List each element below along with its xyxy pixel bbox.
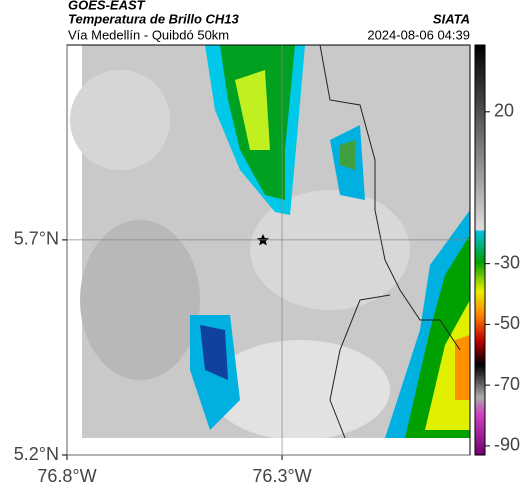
imagery (70, 44, 470, 455)
colorbar-label: -70 (494, 374, 520, 394)
colorbar-label: -90 (494, 435, 520, 455)
y-tick-label: 5.2°N (14, 444, 59, 464)
colorbar-label: -50 (494, 313, 520, 333)
x-tick-label: 76.3°W (252, 466, 311, 486)
source: GOES-EAST (68, 0, 146, 12)
colorbar (474, 44, 486, 456)
agency: SIATA (433, 11, 470, 26)
route: Vía Medellín - Quibdó 50km (68, 27, 229, 42)
y-tick-label: 5.7°N (14, 229, 59, 249)
timestamp: 2024-08-06 04:39 (367, 27, 470, 42)
x-tick-label: 76.8°W (37, 466, 96, 486)
colorbar-label: -30 (494, 252, 520, 272)
title: Temperatura de Brillo CH13 (68, 11, 240, 26)
colorbar-label: 20 (494, 101, 514, 121)
